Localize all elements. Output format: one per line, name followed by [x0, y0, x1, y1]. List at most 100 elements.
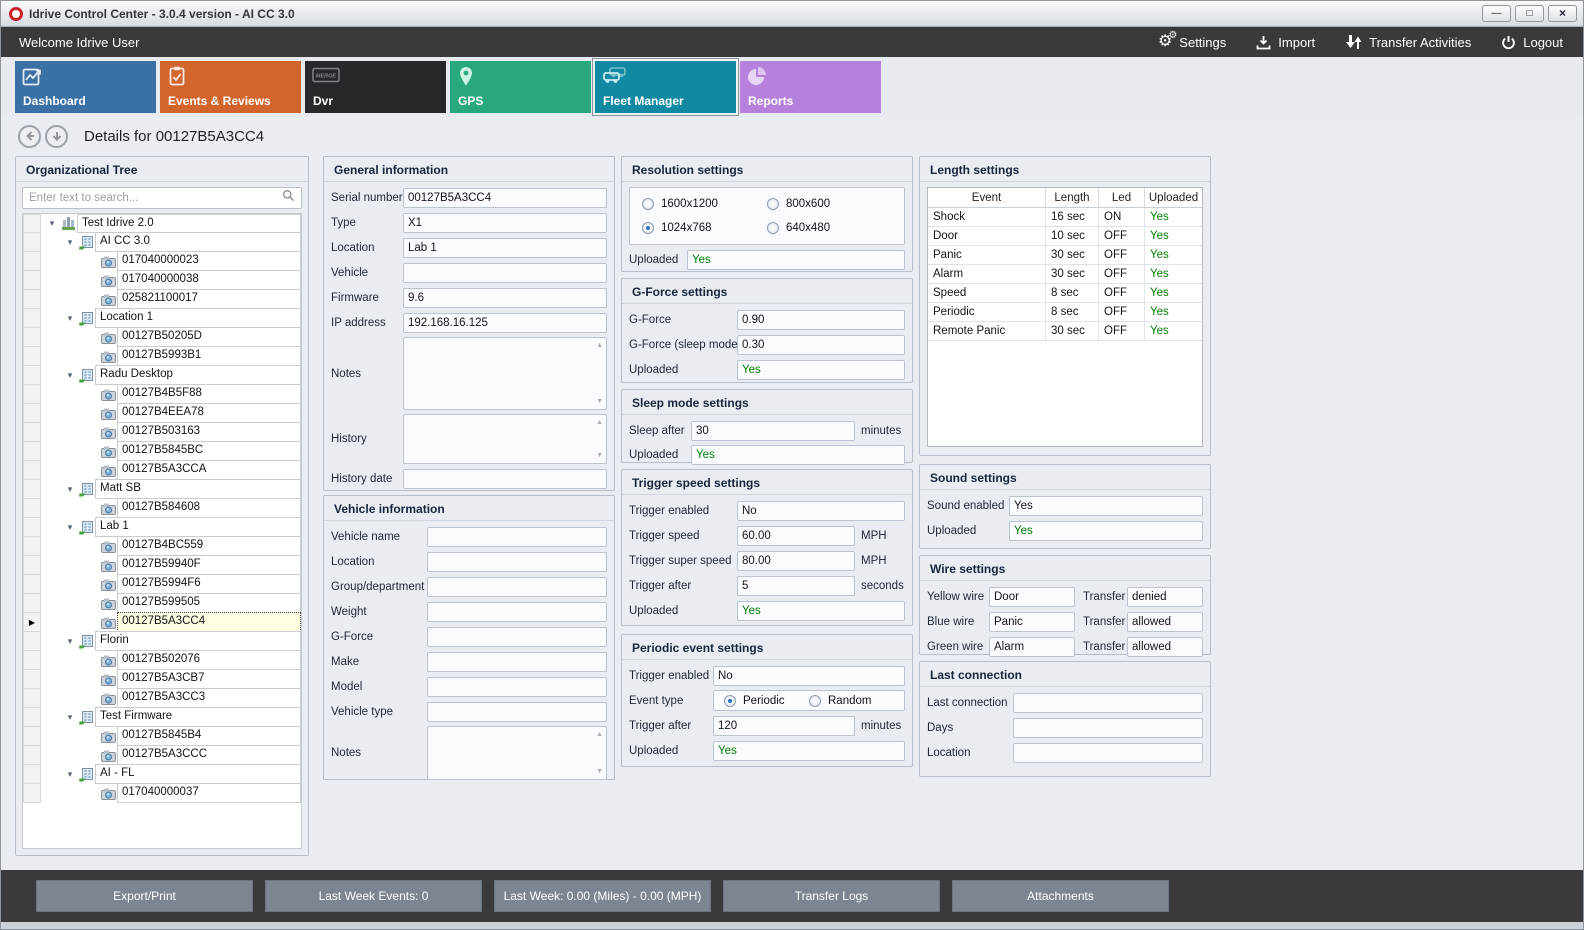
tree-node-label[interactable]: 00127B5845BC — [117, 441, 301, 461]
tree-row[interactable]: ▾ Florin — [23, 631, 301, 651]
tree-row[interactable]: 00127B5845B4 — [23, 726, 301, 746]
back-button[interactable] — [18, 124, 41, 148]
tree-row[interactable]: ▾ Matt SB — [23, 479, 301, 499]
uploaded-field[interactable]: Yes — [691, 444, 905, 465]
table-row[interactable]: Alarm 30 sec OFF Yes — [928, 265, 1202, 284]
uploaded-field[interactable]: Yes — [737, 359, 905, 380]
tree-row[interactable]: 00127B5845BC — [23, 441, 301, 461]
tree-node-label[interactable]: 00127B4B5F88 — [117, 384, 301, 404]
tree-row[interactable]: 00127B50205D — [23, 327, 301, 347]
tree-node-label[interactable]: Florin — [95, 631, 301, 651]
expand-arrow-icon[interactable]: ▾ — [49, 218, 55, 228]
trigger-enabled-field[interactable]: No — [737, 500, 905, 521]
tree-node-label[interactable]: 00127B5994F6 — [117, 574, 301, 594]
tree-row[interactable]: ▾ Lab 1 — [23, 517, 301, 537]
tree-node-label[interactable]: Test Firmware — [95, 707, 301, 727]
minimize-button[interactable]: — — [1482, 5, 1511, 22]
close-button[interactable]: × — [1548, 5, 1577, 22]
tree-node-label[interactable]: 00127B59940F — [117, 555, 301, 575]
tree-row[interactable]: 00127B5A3CB7 — [23, 669, 301, 689]
tree-row[interactable]: 00127B4B5F88 — [23, 384, 301, 404]
tree-node-label[interactable]: 017040000038 — [117, 270, 301, 290]
tree-node-label[interactable]: 00127B502076 — [117, 650, 301, 670]
tree-row[interactable]: 00127B5A3CCC — [23, 745, 301, 765]
expand-arrow-icon[interactable]: ▾ — [67, 522, 73, 532]
ip-address-field[interactable]: 192.168.16.125 — [403, 312, 607, 333]
radio-1024x768[interactable]: 1024x768 — [642, 222, 767, 234]
scroll-up-icon[interactable]: ▲ — [596, 731, 603, 738]
tree-node-label[interactable]: 00127B5A3CCA — [117, 460, 301, 480]
g-force-sleep-mode-field[interactable]: 0.30 — [737, 334, 905, 355]
tree-node-label[interactable]: 00127B5A3CC3 — [117, 688, 301, 708]
tab-gps[interactable]: GPS — [450, 61, 591, 113]
expand-arrow-icon[interactable]: ▾ — [67, 769, 73, 779]
tree-node-label[interactable]: 017040000023 — [117, 251, 301, 271]
tree-row[interactable]: 00127B59940F — [23, 555, 301, 575]
serial-number-field[interactable]: 00127B5A3CC4 — [403, 187, 607, 208]
expand-arrow-icon[interactable]: ▾ — [67, 636, 73, 646]
trigger-after-field[interactable]: 120 — [713, 715, 855, 736]
scroll-up-icon[interactable]: ▲ — [596, 419, 603, 426]
tree-node-label[interactable]: 00127B599505 — [117, 593, 301, 613]
tree-row[interactable]: 00127B584608 — [23, 498, 301, 518]
type-field[interactable]: X1 — [403, 212, 607, 233]
scroll-down-icon[interactable]: ▼ — [596, 398, 603, 405]
location-field[interactable] — [1013, 742, 1203, 763]
table-row[interactable]: Panic 30 sec OFF Yes — [928, 246, 1202, 265]
uploaded-field[interactable]: Yes — [713, 740, 905, 761]
make-field[interactable] — [427, 651, 607, 672]
weight-field[interactable] — [427, 601, 607, 622]
blue-wire-field[interactable]: Panic — [989, 611, 1075, 632]
settings-button[interactable]: ⚙ ⚙ Settings — [1158, 30, 1226, 50]
group-department-field[interactable] — [427, 576, 607, 597]
tree-row[interactable]: 00127B503163 — [23, 422, 301, 442]
trigger-enabled-field[interactable]: No — [713, 665, 905, 686]
scroll-down-icon[interactable]: ▼ — [596, 452, 603, 459]
column-header-length[interactable]: Length — [1046, 188, 1099, 207]
tree-node-label[interactable]: 00127B584608 — [117, 498, 301, 518]
tree-node-label[interactable]: 00127B5A3CC4 — [117, 612, 301, 632]
expand-arrow-icon[interactable]: ▾ — [67, 484, 73, 494]
tree-row[interactable]: 00127B5993B1 — [23, 346, 301, 366]
tree-node-label[interactable]: 00127B5993B1 — [117, 346, 301, 366]
location-field[interactable]: Lab 1 — [403, 237, 607, 258]
last-connection-field[interactable] — [1013, 692, 1203, 713]
tree-node-label[interactable]: 00127B5A3CCC — [117, 745, 301, 765]
notes-textarea[interactable]: ▲ ▼ — [427, 726, 607, 780]
tree-node-label[interactable]: Test Idrive 2.0 — [77, 214, 301, 233]
history-date-field[interactable] — [403, 468, 607, 489]
tree-row[interactable]: 017040000038 — [23, 270, 301, 290]
column-header-uploaded[interactable]: Uploaded — [1148, 192, 1199, 204]
tree-row[interactable]: 025821100017 — [23, 289, 301, 309]
tree-row[interactable]: 00127B4BC559 — [23, 536, 301, 556]
expand-arrow-icon[interactable]: ▾ — [67, 313, 73, 323]
tree-node-label[interactable]: 00127B5A3CB7 — [117, 669, 301, 689]
tree-row[interactable]: ▾ AI - FL — [23, 764, 301, 784]
search-input[interactable] — [29, 192, 282, 204]
tree-row[interactable]: ▾ Radu Desktop — [23, 365, 301, 385]
radio-1600x1200[interactable]: 1600x1200 — [642, 198, 767, 210]
tree-row[interactable]: ▾ Test Idrive 2.0 — [23, 214, 301, 233]
maximize-button[interactable]: □ — [1515, 5, 1544, 22]
tree-row[interactable]: 00127B599505 — [23, 593, 301, 613]
uploaded-field[interactable]: Yes — [1009, 520, 1203, 541]
tree-node-label[interactable]: 00127B4BC559 — [117, 536, 301, 556]
yellow-wire-transfer-field[interactable]: denied — [1127, 586, 1203, 607]
last-week-miles-button[interactable]: Last Week: 0.00 (Miles) - 0.00 (MPH) — [494, 880, 711, 912]
uploaded-field[interactable]: Yes — [737, 600, 905, 621]
tree-row[interactable]: 017040000037 — [23, 783, 301, 803]
green-wire-transfer-field[interactable]: allowed — [1127, 636, 1203, 657]
tree-row[interactable]: 00127B5A3CCA — [23, 460, 301, 480]
last-week-events-button[interactable]: Last Week Events: 0 — [265, 880, 482, 912]
tree-node-label[interactable]: 00127B4EEA78 — [117, 403, 301, 423]
tree-row[interactable]: 00127B5A3CC3 — [23, 688, 301, 708]
export-print-button[interactable]: Export/Print — [36, 880, 253, 912]
vehicle-name-field[interactable] — [427, 526, 607, 547]
g-force-field[interactable]: 0.90 — [737, 309, 905, 330]
radio-800x600[interactable]: 800x600 — [767, 198, 892, 210]
scroll-down-icon[interactable]: ▼ — [596, 768, 603, 775]
tree-row[interactable]: 017040000023 — [23, 251, 301, 271]
days-field[interactable] — [1013, 717, 1203, 738]
tab-fleet-manager[interactable]: Fleet Manager — [595, 61, 736, 113]
attachments-button[interactable]: Attachments — [952, 880, 1169, 912]
